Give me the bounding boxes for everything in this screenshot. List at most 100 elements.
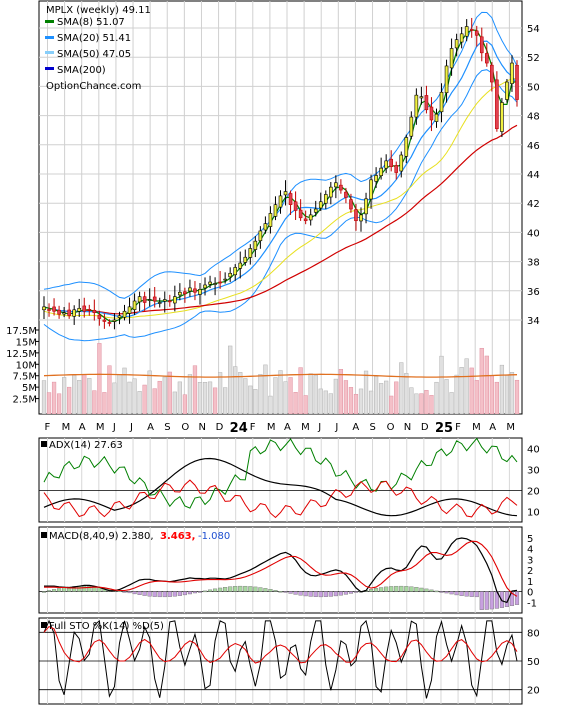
volume-bar	[353, 393, 359, 414]
month-tick-label: A	[352, 422, 359, 433]
adx-label: ADX(14) 27.63	[49, 440, 123, 451]
volume-bar	[152, 388, 157, 414]
volume-bar	[263, 364, 268, 414]
minus-di-line	[43, 479, 518, 519]
price-tick-label: 46	[527, 141, 540, 152]
macd-histogram-bar	[248, 586, 253, 592]
candle-body	[288, 193, 293, 205]
candle-body	[464, 26, 469, 37]
candle-body	[193, 288, 197, 293]
candle-body	[329, 186, 333, 198]
adx-gridlines: 10 20 30 40	[39, 438, 540, 522]
macd-histogram-bar	[303, 591, 308, 597]
candle-body	[485, 53, 489, 64]
month-tick-label: D	[421, 422, 429, 433]
candle-body	[449, 48, 454, 69]
volume-bar	[177, 381, 182, 414]
macd-histogram-bar	[424, 588, 429, 592]
macd-histogram-bar	[489, 591, 494, 610]
candle-body	[62, 312, 66, 315]
candle-body	[97, 314, 102, 319]
candle-body	[82, 305, 87, 312]
volume-bar	[268, 395, 273, 414]
macd-histogram-bar	[142, 591, 147, 596]
price-tick-label: 36	[527, 287, 540, 298]
candle-body	[102, 319, 107, 322]
month-tick-label: N	[198, 422, 205, 433]
candle-body	[248, 248, 253, 258]
volume-bar	[499, 364, 505, 414]
price-tick-label: 40	[527, 228, 540, 239]
macd-histogram-bar	[338, 591, 343, 596]
volume-bar	[464, 358, 469, 414]
volume-bar	[102, 392, 107, 414]
volume-bar	[207, 381, 213, 414]
candle-body	[253, 240, 258, 250]
volume-tick-label: 10M	[16, 360, 37, 371]
macd-histogram-bar	[228, 586, 233, 592]
macd-histogram-bar	[419, 587, 424, 592]
macd-histogram-bar	[384, 586, 389, 592]
volume-bar	[167, 371, 172, 414]
volume-bar	[182, 394, 188, 414]
macd-histogram-bar	[464, 591, 469, 597]
candle-body	[228, 272, 232, 278]
month-tick-label: A	[489, 422, 496, 433]
candle-body	[359, 214, 363, 222]
candle-body	[479, 36, 484, 54]
volume-bar	[223, 387, 228, 414]
macd-histogram-bar	[238, 585, 243, 592]
candle-body	[127, 306, 132, 314]
indicator-tick-label: 0	[527, 588, 533, 599]
macd-signal-label: 3.463,	[160, 531, 195, 542]
price-tick-label: 42	[527, 199, 540, 210]
volume-bar	[514, 379, 520, 414]
macd-histogram-bar	[253, 586, 258, 592]
candle-body	[495, 79, 499, 130]
volume-bar	[162, 376, 167, 414]
candle-body	[203, 284, 207, 289]
volume-bar	[343, 380, 349, 414]
macd-histogram-bar	[218, 587, 223, 592]
macd-histogram-bar	[313, 591, 318, 597]
candle-body	[379, 167, 383, 176]
volume-bar	[238, 372, 243, 414]
candle-body	[67, 309, 71, 316]
volume-bar	[434, 381, 439, 414]
volume-bar	[212, 387, 218, 414]
volume-bar	[273, 377, 278, 414]
legend-sma8: SMA(8) 51.07	[57, 17, 125, 28]
candle-body	[208, 281, 212, 285]
candle-body	[454, 39, 459, 49]
volume-bar	[298, 367, 303, 414]
macd-histogram-bar	[439, 591, 444, 593]
candle-body	[263, 223, 268, 231]
candle-body	[505, 81, 509, 100]
macd-histogram-bar	[323, 591, 328, 597]
macd-histogram-bar	[57, 588, 62, 592]
candle-body	[273, 204, 278, 217]
candle-body	[364, 198, 368, 215]
adx-panel	[38, 437, 523, 523]
macd-histogram-bar	[514, 591, 520, 605]
month-tick-label: J	[334, 422, 338, 433]
candle-body	[188, 287, 192, 292]
macd-lines	[44, 537, 518, 604]
candle-body	[152, 296, 157, 302]
month-tick-label: A	[79, 422, 86, 433]
candle-body	[112, 319, 117, 322]
price-tick-label: 38	[527, 258, 540, 269]
candle-body	[308, 214, 313, 221]
month-tick-label: A	[147, 422, 154, 433]
candle-body	[474, 30, 479, 36]
volume-tick-label: 17.5M	[6, 326, 37, 337]
candle-body	[223, 278, 227, 281]
macd-histogram-bar	[343, 591, 348, 595]
macd-histogram-bar	[454, 591, 459, 596]
candle-body	[42, 306, 46, 311]
volume-bar	[72, 374, 77, 414]
indicator-tick-label: 50	[527, 657, 540, 668]
month-tick-label: N	[404, 422, 411, 433]
sma50-swatch	[45, 51, 54, 54]
